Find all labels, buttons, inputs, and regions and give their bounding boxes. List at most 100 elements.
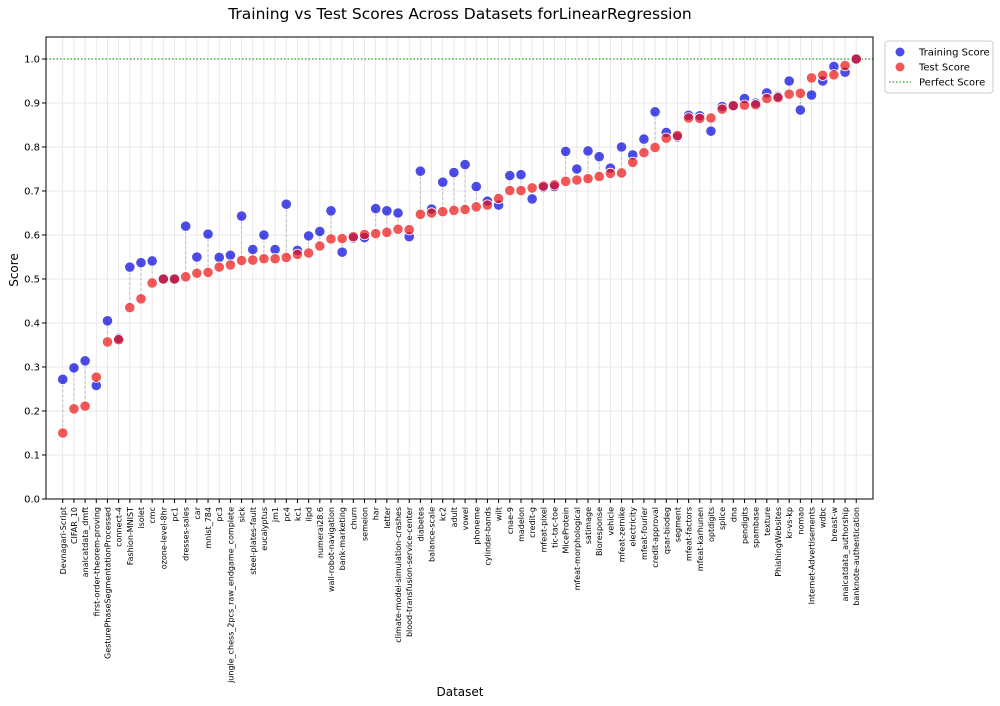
x-tick-label: isolet <box>137 507 146 529</box>
test-score-point <box>772 92 784 104</box>
x-tick-label: letter <box>383 506 392 528</box>
x-tick-label: vehicle <box>606 507 615 536</box>
test-score-point <box>738 99 751 111</box>
test-score-point <box>727 100 739 112</box>
test-score-point <box>347 231 359 243</box>
x-tick-label: kr-vs-kp <box>785 507 794 539</box>
test-score-point <box>805 72 818 84</box>
x-tick-label: vowel <box>461 507 470 530</box>
test-score-point <box>504 184 516 197</box>
test-score-point <box>269 253 281 265</box>
test-score-point <box>794 87 806 99</box>
y-tick-label: 0.0 <box>24 495 40 506</box>
x-tick-label: blood-transfusion-service-center <box>405 506 414 637</box>
test-score-point <box>683 112 695 124</box>
test-score-point <box>180 271 192 283</box>
training-score-point <box>414 165 426 177</box>
y-tick-label: 0.7 <box>24 187 40 198</box>
x-tick-label: spambase <box>752 507 761 548</box>
training-score-point <box>68 362 80 374</box>
x-tick-label: tic-tac-toe <box>550 507 559 548</box>
training-score-point <box>370 203 382 215</box>
x-tick-label: texture <box>763 507 772 536</box>
x-tick-label: dna <box>729 507 738 522</box>
x-tick-label: diabetes <box>416 507 425 541</box>
training-score-point <box>560 145 572 157</box>
test-score-point <box>470 201 482 213</box>
x-tick-label: splice <box>718 507 727 530</box>
x-tick-label: steel-plates-fault <box>249 507 258 575</box>
x-tick-label: kc1 <box>293 507 302 521</box>
training-score-point <box>515 169 527 181</box>
test-score-point <box>660 132 672 144</box>
x-tick-label: car <box>193 506 202 519</box>
x-tick-label: madelon <box>517 507 526 542</box>
x-tick-label: pc4 <box>282 507 291 522</box>
y-tick-label: 0.2 <box>24 407 40 418</box>
x-tick-label: mfeat-factors <box>685 507 694 561</box>
y-axis-ticks: 0.0 0.1 0.2 0.3 0.4 0.5 0.6 0.7 0.8 0.9 1.0 <box>24 55 46 506</box>
legend-test-marker <box>895 62 905 72</box>
x-tick-label: analcatdata_dmft <box>81 507 90 577</box>
test-score-point <box>113 334 125 346</box>
training-score-point <box>571 163 583 175</box>
x-tick-label: wall-robot-navigation <box>327 507 336 592</box>
training-score-point <box>805 89 818 101</box>
test-score-point <box>493 192 505 205</box>
y-axis-label: Score <box>7 253 21 287</box>
test-score-point <box>124 301 136 314</box>
x-tick-label: adult <box>450 507 459 527</box>
test-score-point <box>448 204 460 216</box>
test-score-point <box>459 203 471 216</box>
test-score-point <box>336 232 348 245</box>
x-tick-label: PhishingWebsites <box>774 507 783 577</box>
test-score-point <box>425 207 438 219</box>
test-score-point <box>291 248 304 260</box>
x-tick-label: mfeat-karhunen <box>696 507 705 571</box>
x-tick-label: optdigits <box>707 507 716 542</box>
training-score-point <box>392 207 404 219</box>
test-score-point <box>817 69 829 81</box>
x-tick-label: ilpd <box>305 507 314 522</box>
y-tick-label: 0.6 <box>24 231 40 242</box>
test-score-point <box>705 112 717 124</box>
test-score-point <box>437 206 449 218</box>
test-score-point <box>258 253 270 265</box>
training-score-point <box>470 181 482 193</box>
training-score-point <box>191 251 203 263</box>
test-score-point <box>79 400 91 412</box>
x-tick-label: connect-4 <box>115 507 124 547</box>
training-score-point <box>280 198 292 210</box>
x-tick-label: har <box>372 506 381 520</box>
legend-test-label: Test Score <box>918 63 970 74</box>
x-tick-label: eucalyptus <box>260 507 269 551</box>
test-score-point <box>325 233 337 245</box>
x-axis-label: Dataset <box>437 685 484 699</box>
test-score-point <box>57 427 69 439</box>
training-score-point <box>649 106 661 118</box>
training-score-point <box>314 225 326 238</box>
training-score-point <box>258 229 270 241</box>
x-tick-label: cnae-9 <box>506 507 515 534</box>
x-tick-label: credit-g <box>528 507 537 538</box>
test-score-point <box>146 277 158 289</box>
training-score-point <box>381 205 393 217</box>
training-score-point <box>213 251 225 264</box>
training-score-point <box>124 261 136 273</box>
test-score-point <box>168 273 181 285</box>
test-score-point <box>750 99 762 111</box>
test-score-point <box>560 175 572 187</box>
test-score-point <box>839 59 851 72</box>
x-tick-label: churn <box>349 507 358 530</box>
test-score-point <box>615 167 628 179</box>
training-score-point <box>224 249 236 261</box>
x-tick-label: wdbc <box>819 507 828 528</box>
test-score-point <box>303 247 315 259</box>
x-axis-ticks: Devnagari-Script CIFAR_10 analcatdata_dmft… <box>59 499 861 684</box>
test-score-point <box>515 184 527 197</box>
training-score-point <box>325 205 337 217</box>
training-score-point <box>303 230 315 242</box>
test-score-point <box>593 170 605 183</box>
